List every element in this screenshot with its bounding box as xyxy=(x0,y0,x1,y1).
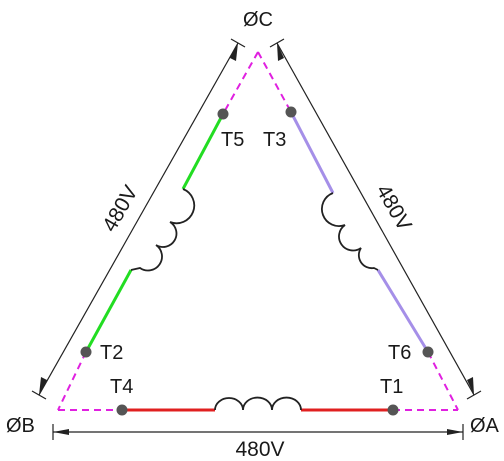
dimension-lines xyxy=(31,38,482,440)
winding-c-b xyxy=(84,113,225,353)
dimension-right-arrow-top xyxy=(277,43,284,61)
dimension-right-line xyxy=(276,42,475,396)
labels: ØC ØB ØA T5 T3 T2 T6 T4 T1 480V 480V 480… xyxy=(6,9,500,461)
terminal-dots xyxy=(80,106,434,416)
terminal-t5-dot xyxy=(217,108,229,120)
terminal-t1-dot xyxy=(387,404,399,416)
voltage-bottom-label: 480V xyxy=(235,438,284,461)
dashed-c-to-t3 xyxy=(257,51,292,113)
winding-c-a-lead-top xyxy=(289,111,335,194)
phase-b-label: ØB xyxy=(6,415,35,437)
terminal-t1-label: T1 xyxy=(380,376,403,398)
terminal-t3-label: T3 xyxy=(263,129,286,151)
terminal-t4-label: T4 xyxy=(110,376,133,398)
winding-c-a xyxy=(289,111,430,353)
winding-b-a-coil xyxy=(214,396,302,411)
delta-connections xyxy=(57,51,459,411)
terminal-t5-label: T5 xyxy=(221,129,244,151)
winding-c-b-lead-bottom xyxy=(84,269,133,353)
terminal-t4-dot xyxy=(116,404,128,416)
winding-c-a-lead-bottom xyxy=(376,269,430,353)
terminal-t2-dot xyxy=(80,346,92,358)
winding-c-a-coil xyxy=(321,192,379,271)
terminal-t3-dot xyxy=(285,106,297,118)
dashed-t6-to-a xyxy=(427,351,459,411)
voltage-right-label: 480V xyxy=(371,181,415,235)
terminal-t6-dot xyxy=(422,346,434,358)
dimension-left-arrow-top xyxy=(230,43,238,61)
winding-b-a xyxy=(122,396,393,412)
dimension-bottom-arrow-left xyxy=(53,429,69,435)
dimension-left-line xyxy=(38,42,239,396)
phase-a-label: ØA xyxy=(470,415,500,437)
winding-c-b-coil xyxy=(130,188,196,272)
dashed-t2-to-b xyxy=(57,351,87,411)
terminal-t2-label: T2 xyxy=(100,342,123,364)
dimension-left-arrow-bottom xyxy=(39,377,47,395)
voltage-left-label: 480V xyxy=(98,182,142,236)
terminal-t6-label: T6 xyxy=(388,342,411,364)
phase-c-label: ØC xyxy=(243,9,273,31)
winding-c-b-lead-top xyxy=(181,113,225,190)
dimension-bottom-arrow-right xyxy=(447,429,463,435)
dimension-right-arrow-bottom xyxy=(467,377,474,395)
